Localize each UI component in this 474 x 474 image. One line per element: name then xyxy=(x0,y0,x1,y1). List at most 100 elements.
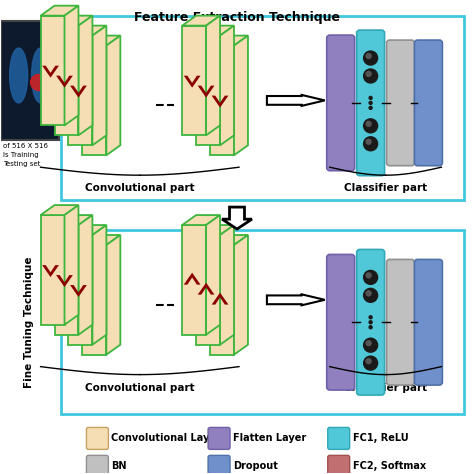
Polygon shape xyxy=(182,225,206,335)
FancyBboxPatch shape xyxy=(356,249,384,395)
Polygon shape xyxy=(92,225,106,345)
Circle shape xyxy=(369,101,372,104)
Polygon shape xyxy=(92,26,106,145)
Circle shape xyxy=(366,139,371,144)
Polygon shape xyxy=(210,235,248,245)
Polygon shape xyxy=(210,36,248,46)
Polygon shape xyxy=(64,6,79,125)
Circle shape xyxy=(364,288,378,302)
Circle shape xyxy=(366,291,371,296)
Polygon shape xyxy=(82,245,106,355)
Circle shape xyxy=(364,137,378,151)
Text: Convolutional part: Convolutional part xyxy=(85,383,195,392)
Circle shape xyxy=(369,321,372,324)
FancyBboxPatch shape xyxy=(387,259,414,385)
Ellipse shape xyxy=(9,48,27,103)
Polygon shape xyxy=(41,16,64,125)
Circle shape xyxy=(369,316,372,319)
Polygon shape xyxy=(79,215,92,335)
Polygon shape xyxy=(196,36,220,145)
Polygon shape xyxy=(198,283,214,295)
Polygon shape xyxy=(0,21,58,140)
Polygon shape xyxy=(82,235,120,245)
Polygon shape xyxy=(222,207,252,229)
Polygon shape xyxy=(182,26,206,135)
Circle shape xyxy=(369,326,372,329)
Text: Dropout: Dropout xyxy=(233,461,278,471)
Polygon shape xyxy=(56,275,73,287)
FancyBboxPatch shape xyxy=(387,40,414,166)
Text: Convolutional Layer: Convolutional Layer xyxy=(111,433,221,443)
Text: Testing set: Testing set xyxy=(3,161,40,167)
Polygon shape xyxy=(220,225,234,345)
FancyBboxPatch shape xyxy=(414,40,442,166)
Polygon shape xyxy=(210,245,234,355)
Polygon shape xyxy=(184,76,201,88)
Polygon shape xyxy=(212,96,228,108)
Polygon shape xyxy=(69,26,106,36)
Text: BN: BN xyxy=(111,461,127,471)
Polygon shape xyxy=(55,215,92,225)
Circle shape xyxy=(364,69,378,83)
Circle shape xyxy=(366,54,371,58)
Polygon shape xyxy=(55,26,79,135)
Polygon shape xyxy=(106,36,120,155)
Polygon shape xyxy=(206,16,220,135)
Polygon shape xyxy=(69,225,106,235)
Polygon shape xyxy=(61,230,465,414)
Polygon shape xyxy=(182,16,220,26)
Polygon shape xyxy=(196,235,220,345)
FancyBboxPatch shape xyxy=(208,428,230,449)
Circle shape xyxy=(369,106,372,109)
Polygon shape xyxy=(55,225,79,335)
Text: Fine Tuning Technique: Fine Tuning Technique xyxy=(24,256,34,388)
Polygon shape xyxy=(41,6,79,16)
Polygon shape xyxy=(55,16,92,26)
Polygon shape xyxy=(210,46,234,155)
Circle shape xyxy=(366,359,371,364)
Polygon shape xyxy=(64,205,79,325)
Polygon shape xyxy=(61,16,465,200)
FancyBboxPatch shape xyxy=(414,259,442,385)
Polygon shape xyxy=(267,294,325,305)
Polygon shape xyxy=(182,215,220,225)
Circle shape xyxy=(364,270,378,284)
Polygon shape xyxy=(41,205,79,215)
Polygon shape xyxy=(212,292,228,305)
Circle shape xyxy=(366,341,371,346)
Circle shape xyxy=(364,338,378,352)
Polygon shape xyxy=(69,36,92,145)
Text: FC1, ReLU: FC1, ReLU xyxy=(353,433,408,443)
Polygon shape xyxy=(198,86,214,98)
Circle shape xyxy=(366,273,371,278)
Polygon shape xyxy=(69,235,92,345)
Circle shape xyxy=(366,72,371,76)
Polygon shape xyxy=(196,26,234,36)
FancyBboxPatch shape xyxy=(328,456,350,474)
Polygon shape xyxy=(56,76,73,88)
Polygon shape xyxy=(70,285,87,297)
Polygon shape xyxy=(70,86,87,98)
Polygon shape xyxy=(196,225,234,235)
Text: Convolutional part: Convolutional part xyxy=(85,183,195,193)
Circle shape xyxy=(366,121,371,127)
Text: Classifier part: Classifier part xyxy=(344,183,427,193)
FancyBboxPatch shape xyxy=(328,428,350,449)
Polygon shape xyxy=(234,235,248,355)
Circle shape xyxy=(364,119,378,133)
FancyBboxPatch shape xyxy=(327,35,355,171)
Text: Flatten Layer: Flatten Layer xyxy=(233,433,306,443)
Polygon shape xyxy=(41,215,64,325)
Polygon shape xyxy=(234,36,248,155)
Text: Feature Extraction Technique: Feature Extraction Technique xyxy=(134,11,340,24)
Text: of 516 X 516: of 516 X 516 xyxy=(3,143,48,149)
Circle shape xyxy=(31,74,46,91)
Polygon shape xyxy=(79,16,92,135)
Polygon shape xyxy=(220,26,234,145)
Circle shape xyxy=(364,51,378,65)
FancyBboxPatch shape xyxy=(327,255,355,390)
FancyBboxPatch shape xyxy=(356,30,384,176)
Ellipse shape xyxy=(32,48,50,103)
Polygon shape xyxy=(267,95,325,106)
Text: ls Training: ls Training xyxy=(3,152,38,158)
